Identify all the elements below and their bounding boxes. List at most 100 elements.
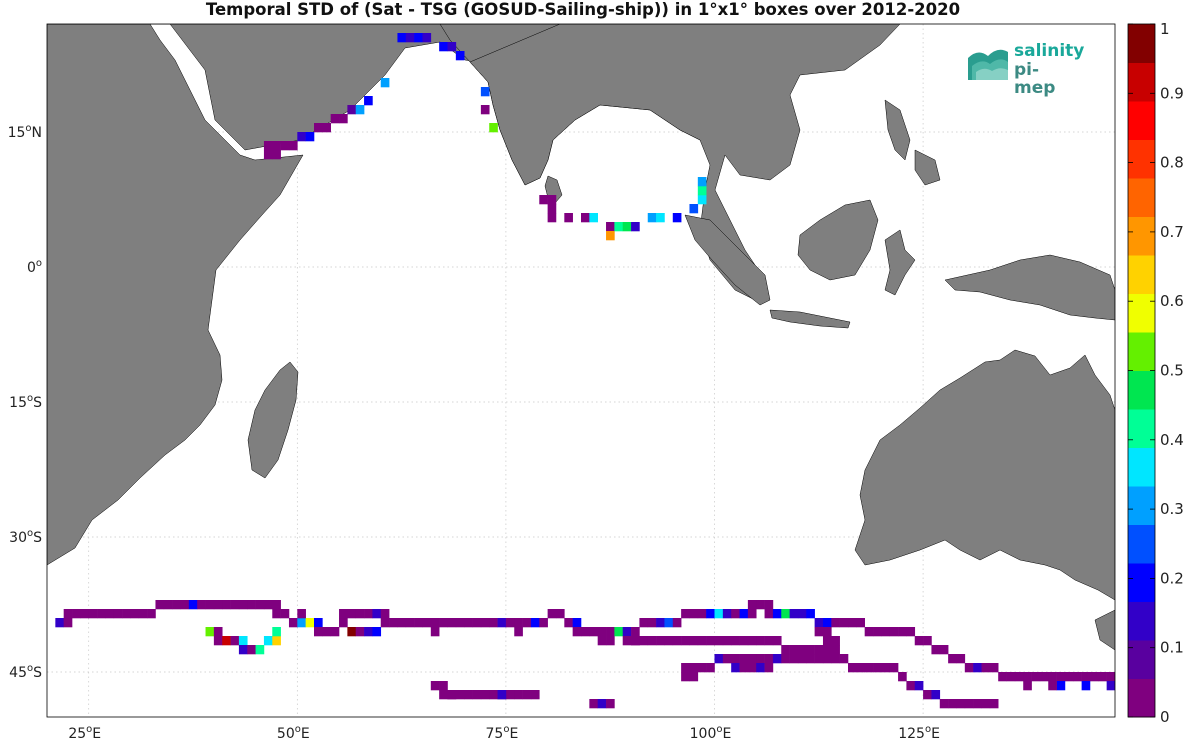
- colorbar: 0 0.1 0.2 0.3 0.4 0.5 0.6 0.7 0.8 0.9 1: [1127, 20, 1184, 726]
- heatmap-cell: [689, 636, 699, 646]
- heatmap-cell: [697, 636, 707, 646]
- heatmap-cell: [1056, 672, 1066, 682]
- heatmap-cell: [789, 654, 799, 664]
- heatmap-cell: [964, 663, 974, 673]
- heatmap-cell: [898, 627, 907, 637]
- heatmap-cell: [464, 690, 473, 700]
- heatmap-cell: [631, 636, 640, 646]
- heatmap-cell: [631, 627, 640, 637]
- heatmap-cell: [856, 663, 865, 673]
- heatmap-cell: [330, 627, 340, 637]
- heatmap-cell: [480, 87, 490, 97]
- heatmap-cell: [839, 654, 849, 664]
- heatmap-cell: [923, 690, 932, 700]
- heatmap-cell: [681, 636, 690, 646]
- heatmap-cell: [213, 636, 223, 646]
- heatmap-cell: [722, 609, 732, 619]
- logo-wave-icon: [968, 49, 1008, 80]
- heatmap-cell: [839, 618, 849, 628]
- heatmap-cell: [706, 663, 715, 673]
- heatmap-cell: [597, 627, 607, 637]
- land-sumatra: [684, 214, 771, 306]
- heatmap-cell: [547, 213, 557, 223]
- heatmap-cell: [297, 618, 306, 628]
- heatmap-cell: [263, 636, 273, 646]
- heatmap-cell: [55, 618, 64, 628]
- heatmap-cell: [1039, 672, 1049, 682]
- colorbar-tick-label-8: 0.8: [1160, 154, 1184, 172]
- heatmap-cell: [756, 600, 765, 610]
- colorbar-segment: [1128, 563, 1155, 602]
- heatmap-cell: [339, 114, 348, 124]
- heatmap-cell: [489, 123, 498, 133]
- heatmap-cell: [706, 636, 715, 646]
- heatmap-cell: [339, 609, 348, 619]
- heatmap-cell: [397, 33, 407, 43]
- heatmap-cell: [697, 663, 707, 673]
- heatmap-cell: [472, 618, 482, 628]
- heatmap-cell: [597, 699, 607, 709]
- heatmap-cell: [789, 645, 799, 655]
- heatmap-cell: [714, 636, 724, 646]
- heatmap-cell: [288, 618, 298, 628]
- heatmap-cell: [614, 627, 624, 637]
- land-sulawesi-islands: [884, 99, 1115, 321]
- heatmap-cell: [722, 654, 732, 664]
- heatmap-cell: [898, 672, 907, 682]
- heatmap-cell: [314, 627, 323, 637]
- heatmap-cell: [1048, 681, 1057, 691]
- heatmap-cell: [806, 645, 815, 655]
- heatmap-cell: [914, 636, 924, 646]
- heatmap-cell: [973, 663, 982, 673]
- heatmap-cell: [422, 33, 432, 43]
- heatmap-cell: [747, 654, 757, 664]
- heatmap-cell: [489, 618, 498, 628]
- colorbar-segment: [1128, 409, 1155, 448]
- heatmap-cell: [422, 618, 432, 628]
- heatmap-cell: [1031, 672, 1041, 682]
- heatmap-cell: [439, 618, 448, 628]
- latitude-labels: 15oN 0o 15oS 30oS 45oS: [8, 123, 43, 681]
- heatmap-cell: [222, 600, 231, 610]
- heatmap-cell: [364, 627, 373, 637]
- heatmap-cell: [973, 699, 982, 709]
- heatmap-cell: [397, 618, 407, 628]
- heatmap-cell: [272, 141, 281, 151]
- heatmap-cell: [155, 600, 165, 610]
- heatmap-cell: [706, 609, 715, 619]
- heatmap-cell: [764, 663, 774, 673]
- heatmap-cell: [539, 195, 548, 205]
- heatmap-cell: [163, 600, 173, 610]
- lat-tick-label-4: 45oS: [9, 663, 42, 681]
- heatmap-cell: [689, 609, 699, 619]
- heatmap-cell: [105, 609, 115, 619]
- heatmap-cell: [572, 618, 582, 628]
- heatmap-cell: [781, 609, 790, 619]
- heatmap-cell: [731, 663, 740, 673]
- heatmap-cell: [255, 600, 265, 610]
- heatmap-cell: [697, 195, 707, 205]
- heatmap-cell: [297, 609, 306, 619]
- heatmap-cell: [848, 618, 857, 628]
- heatmap-cell: [672, 618, 682, 628]
- heatmap-cell: [447, 42, 457, 52]
- heatmap-cells: [55, 33, 1115, 709]
- heatmap-cell: [739, 654, 749, 664]
- heatmap-cell: [455, 618, 465, 628]
- heatmap-cell: [147, 609, 156, 619]
- land-new-guinea-right: [1094, 609, 1115, 651]
- heatmap-cell: [697, 177, 707, 187]
- heatmap-cell: [405, 33, 415, 43]
- heatmap-cell: [589, 627, 598, 637]
- land-borneo: [797, 199, 879, 281]
- heatmap-cell: [647, 618, 657, 628]
- heatmap-cell: [822, 618, 832, 628]
- heatmap-cell: [197, 600, 206, 610]
- colorbar-tick-label-0: 0: [1160, 708, 1170, 726]
- heatmap-cell: [364, 609, 373, 619]
- heatmap-cell: [1023, 681, 1032, 691]
- heatmap-cell: [272, 636, 281, 646]
- heatmap-cell: [439, 42, 448, 52]
- colorbar-segment: [1128, 101, 1155, 140]
